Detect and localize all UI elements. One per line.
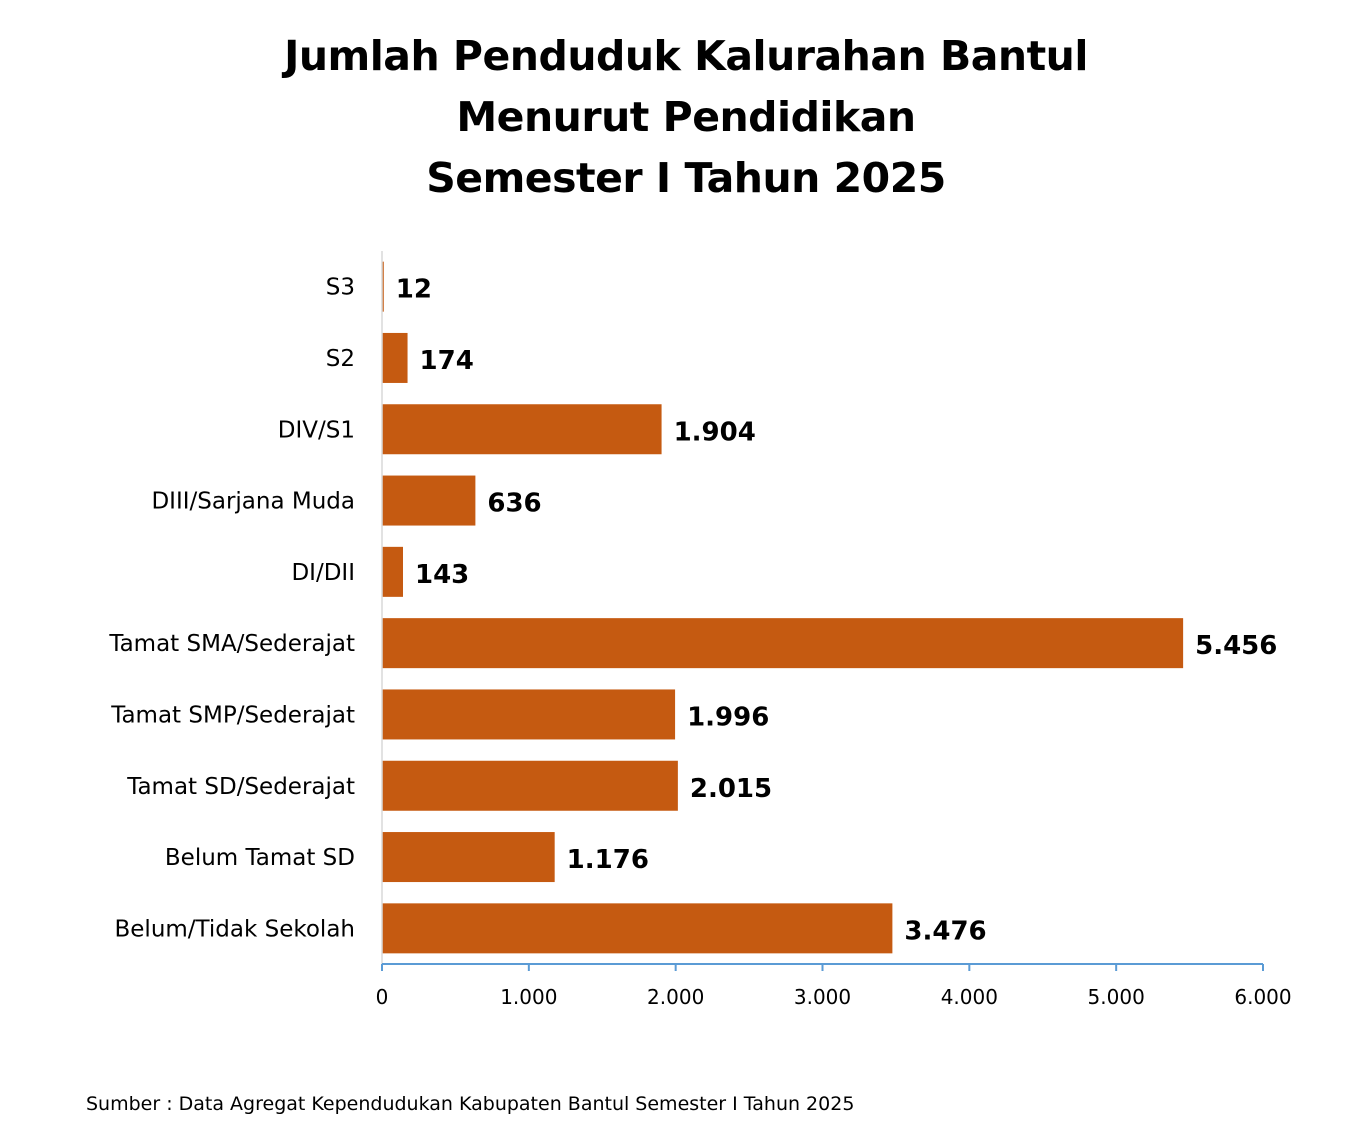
bar — [382, 689, 676, 740]
chart-title-line-3: Semester I Tahun 2025 — [426, 154, 946, 202]
bar — [382, 832, 555, 883]
bar — [382, 475, 476, 526]
category-label: DIII/Sarjana Muda — [151, 489, 355, 515]
chart-title: Jumlah Penduduk Kalurahan Bantul Menurut… — [0, 26, 1366, 209]
bar — [382, 546, 403, 597]
value-label: 5.456 — [1195, 631, 1277, 661]
source-note: Sumber : Data Agregat Kependudukan Kabup… — [86, 1093, 855, 1115]
tick-label: 3.000 — [794, 985, 851, 1009]
value-label: 174 — [420, 346, 474, 376]
category-label: Tamat SD/Sederajat — [126, 774, 355, 800]
bar — [382, 404, 662, 455]
value-label: 143 — [415, 560, 469, 590]
tick-label: 1.000 — [500, 985, 557, 1009]
category-label: Tamat SMA/Sederajat — [108, 631, 355, 657]
bar — [382, 261, 384, 312]
value-label: 12 — [396, 275, 432, 305]
value-label: 3.476 — [904, 916, 986, 946]
bar — [382, 760, 678, 811]
tick-label: 2.000 — [647, 985, 704, 1009]
category-label: Belum Tamat SD — [165, 845, 355, 871]
tick-label: 6.000 — [1234, 985, 1291, 1009]
value-label: 1.176 — [567, 845, 649, 875]
tick-label: 4.000 — [941, 985, 998, 1009]
category-label: S3 — [326, 275, 355, 301]
value-label: 1.904 — [674, 417, 756, 447]
chart-title-line-1: Jumlah Penduduk Kalurahan Bantul — [284, 32, 1088, 80]
category-label: DIV/S1 — [278, 417, 355, 443]
value-label: 1.996 — [687, 702, 769, 732]
category-label: Tamat SMP/Sederajat — [110, 702, 355, 728]
tick-label: 0 — [376, 985, 389, 1009]
bar — [382, 332, 408, 383]
tick-label: 5.000 — [1088, 985, 1145, 1009]
category-label: Belum/Tidak Sekolah — [115, 916, 356, 942]
chart-title-line-2: Menurut Pendidikan — [456, 93, 916, 141]
value-label: 2.015 — [690, 774, 772, 804]
bar — [382, 903, 893, 954]
category-label: S2 — [326, 346, 355, 372]
value-label: 636 — [487, 489, 541, 519]
bar — [382, 618, 1184, 669]
category-label: DI/DII — [291, 560, 355, 586]
